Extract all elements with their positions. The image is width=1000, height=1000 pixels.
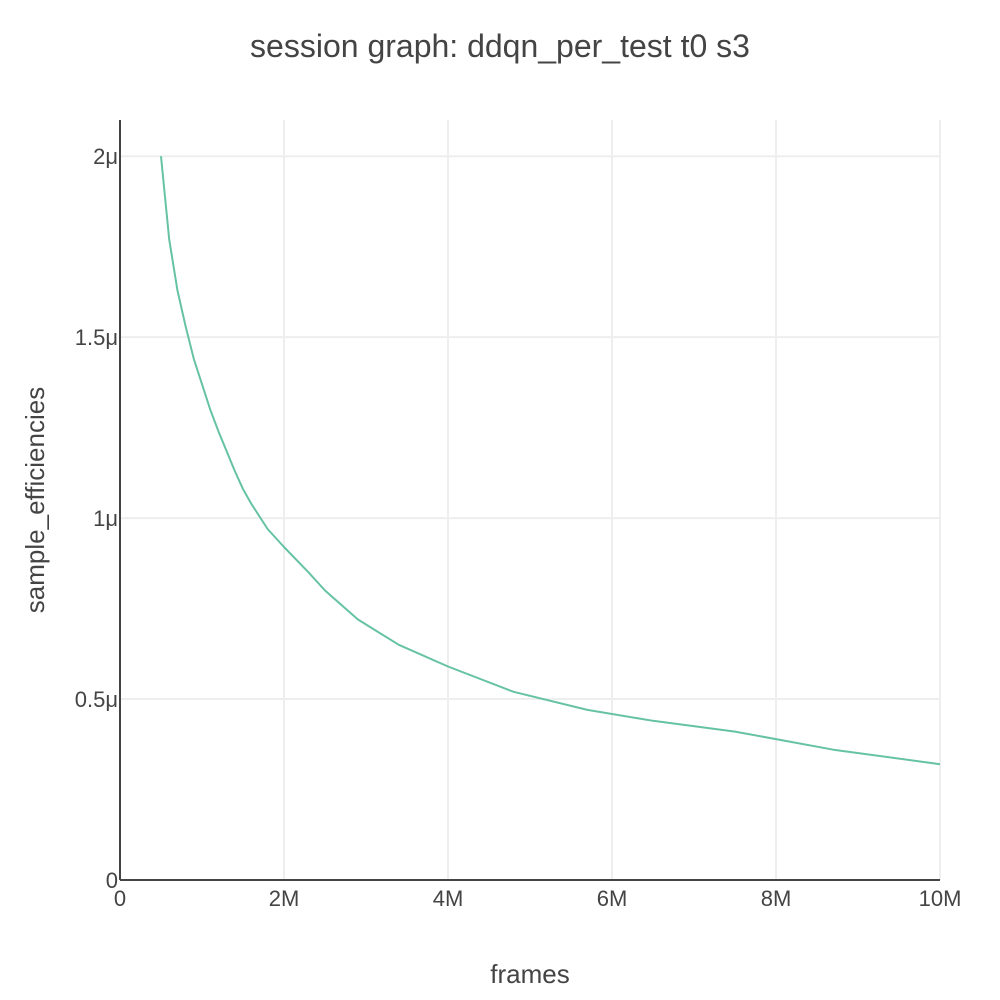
y-tick-label: 1.5μ: [75, 325, 118, 350]
y-axis-title: sample_efficiencies: [20, 387, 50, 613]
y-tick-label: 0.5μ: [75, 687, 118, 712]
x-tick-label: 2M: [269, 886, 300, 911]
chart-title: session graph: ddqn_per_test t0 s3: [250, 28, 750, 64]
y-tick-label: 1μ: [93, 506, 118, 531]
x-tick-label: 6M: [597, 886, 628, 911]
axis-layer: [119, 120, 940, 881]
x-tick-label: 4M: [433, 886, 464, 911]
grid-layer: [120, 120, 941, 880]
x-axis-title: frames: [490, 959, 569, 989]
series-line: [160, 156, 941, 766]
x-tick-label: 8M: [761, 886, 792, 911]
tick-labels: 0 0.5μ 1μ 1.5μ 2μ 0 2M 4M 6M 8M 10M: [75, 144, 962, 911]
x-tick-label: 0: [114, 886, 126, 911]
series-layer: [160, 156, 941, 766]
y-tick-label: 2μ: [93, 144, 118, 169]
y-tick-label: 0: [106, 868, 118, 893]
x-tick-label: 10M: [919, 886, 962, 911]
